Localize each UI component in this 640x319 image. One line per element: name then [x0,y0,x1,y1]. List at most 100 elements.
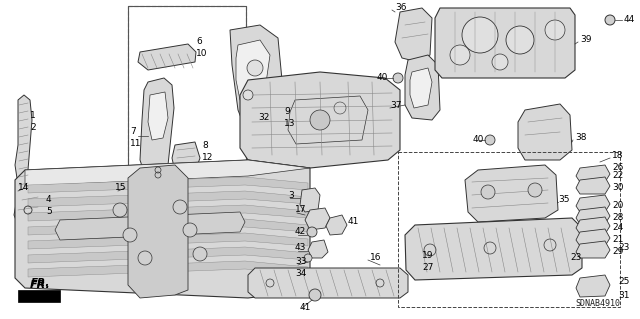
Bar [128,6,246,184]
Circle shape [138,251,152,265]
Text: 22: 22 [612,170,623,180]
Circle shape [309,289,321,301]
Polygon shape [305,208,330,230]
Text: 39: 39 [580,35,591,44]
Polygon shape [240,72,400,168]
Text: 18: 18 [612,151,623,160]
Polygon shape [326,215,347,235]
Text: 40: 40 [473,136,484,145]
Circle shape [123,228,137,242]
Polygon shape [28,247,308,263]
Text: 3: 3 [288,190,294,199]
Circle shape [173,200,187,214]
Circle shape [307,227,317,237]
Text: 11: 11 [130,139,141,149]
Bar [128,6,246,184]
Circle shape [247,60,263,76]
Polygon shape [28,205,308,221]
Polygon shape [230,25,282,130]
Text: 32: 32 [258,114,269,122]
Polygon shape [28,191,308,207]
Polygon shape [128,165,188,298]
Polygon shape [576,275,610,297]
Polygon shape [576,177,610,194]
Polygon shape [28,219,308,235]
Polygon shape [410,68,432,108]
Polygon shape [236,40,270,105]
Polygon shape [148,92,168,140]
Polygon shape [576,229,610,246]
Text: 6: 6 [196,38,202,47]
Text: 33: 33 [295,257,307,266]
Circle shape [450,45,470,65]
Text: 38: 38 [575,133,586,143]
Polygon shape [15,160,310,298]
Text: 15: 15 [115,183,127,192]
Polygon shape [518,104,572,160]
Text: 36: 36 [395,3,406,11]
Circle shape [528,183,542,197]
Text: 12: 12 [202,152,213,161]
Polygon shape [18,290,60,302]
Text: 21: 21 [612,234,623,243]
Polygon shape [300,188,320,212]
Circle shape [492,54,508,70]
Text: 29: 29 [612,247,623,256]
Polygon shape [288,96,368,144]
Text: 28: 28 [612,212,623,221]
Polygon shape [138,44,196,70]
Polygon shape [435,8,575,78]
Text: 4: 4 [46,196,52,204]
Text: 35: 35 [558,196,570,204]
Text: 24: 24 [612,222,623,232]
Circle shape [506,26,534,54]
Text: 23: 23 [618,243,629,253]
Text: 23: 23 [570,254,581,263]
Text: 14: 14 [18,183,29,192]
Polygon shape [25,160,310,186]
Text: FR.: FR. [29,280,51,290]
Text: 41: 41 [348,218,360,226]
Text: 44: 44 [624,16,636,25]
Text: 8: 8 [202,140,208,150]
Text: 9: 9 [284,108,290,116]
Circle shape [310,110,330,130]
Text: FR.: FR. [30,278,50,288]
Polygon shape [14,188,44,230]
Polygon shape [576,195,610,212]
Circle shape [605,15,615,25]
Text: 13: 13 [284,120,296,129]
Polygon shape [140,78,174,178]
Circle shape [183,223,197,237]
Polygon shape [405,218,582,280]
Circle shape [243,90,253,100]
Bar [398,152,620,307]
Text: 2: 2 [30,122,36,131]
Circle shape [485,135,495,145]
Circle shape [393,73,403,83]
Circle shape [193,247,207,261]
Circle shape [113,203,127,217]
Circle shape [462,17,498,53]
Polygon shape [405,55,440,120]
Polygon shape [55,212,245,240]
Text: 42: 42 [295,227,307,236]
Circle shape [481,185,495,199]
Text: 27: 27 [422,263,433,272]
Polygon shape [28,233,308,249]
Text: 40: 40 [377,73,388,83]
Text: SDNAB4910: SDNAB4910 [575,299,620,308]
Text: 31: 31 [618,291,630,300]
Polygon shape [15,95,32,190]
Polygon shape [395,8,432,62]
Text: 17: 17 [295,205,307,214]
Circle shape [545,20,565,40]
Polygon shape [308,240,328,258]
Text: 10: 10 [196,49,207,58]
Polygon shape [576,241,610,258]
Polygon shape [576,217,610,234]
Text: 1: 1 [30,110,36,120]
Text: 25: 25 [618,278,629,286]
Polygon shape [28,177,308,193]
Polygon shape [248,268,408,298]
